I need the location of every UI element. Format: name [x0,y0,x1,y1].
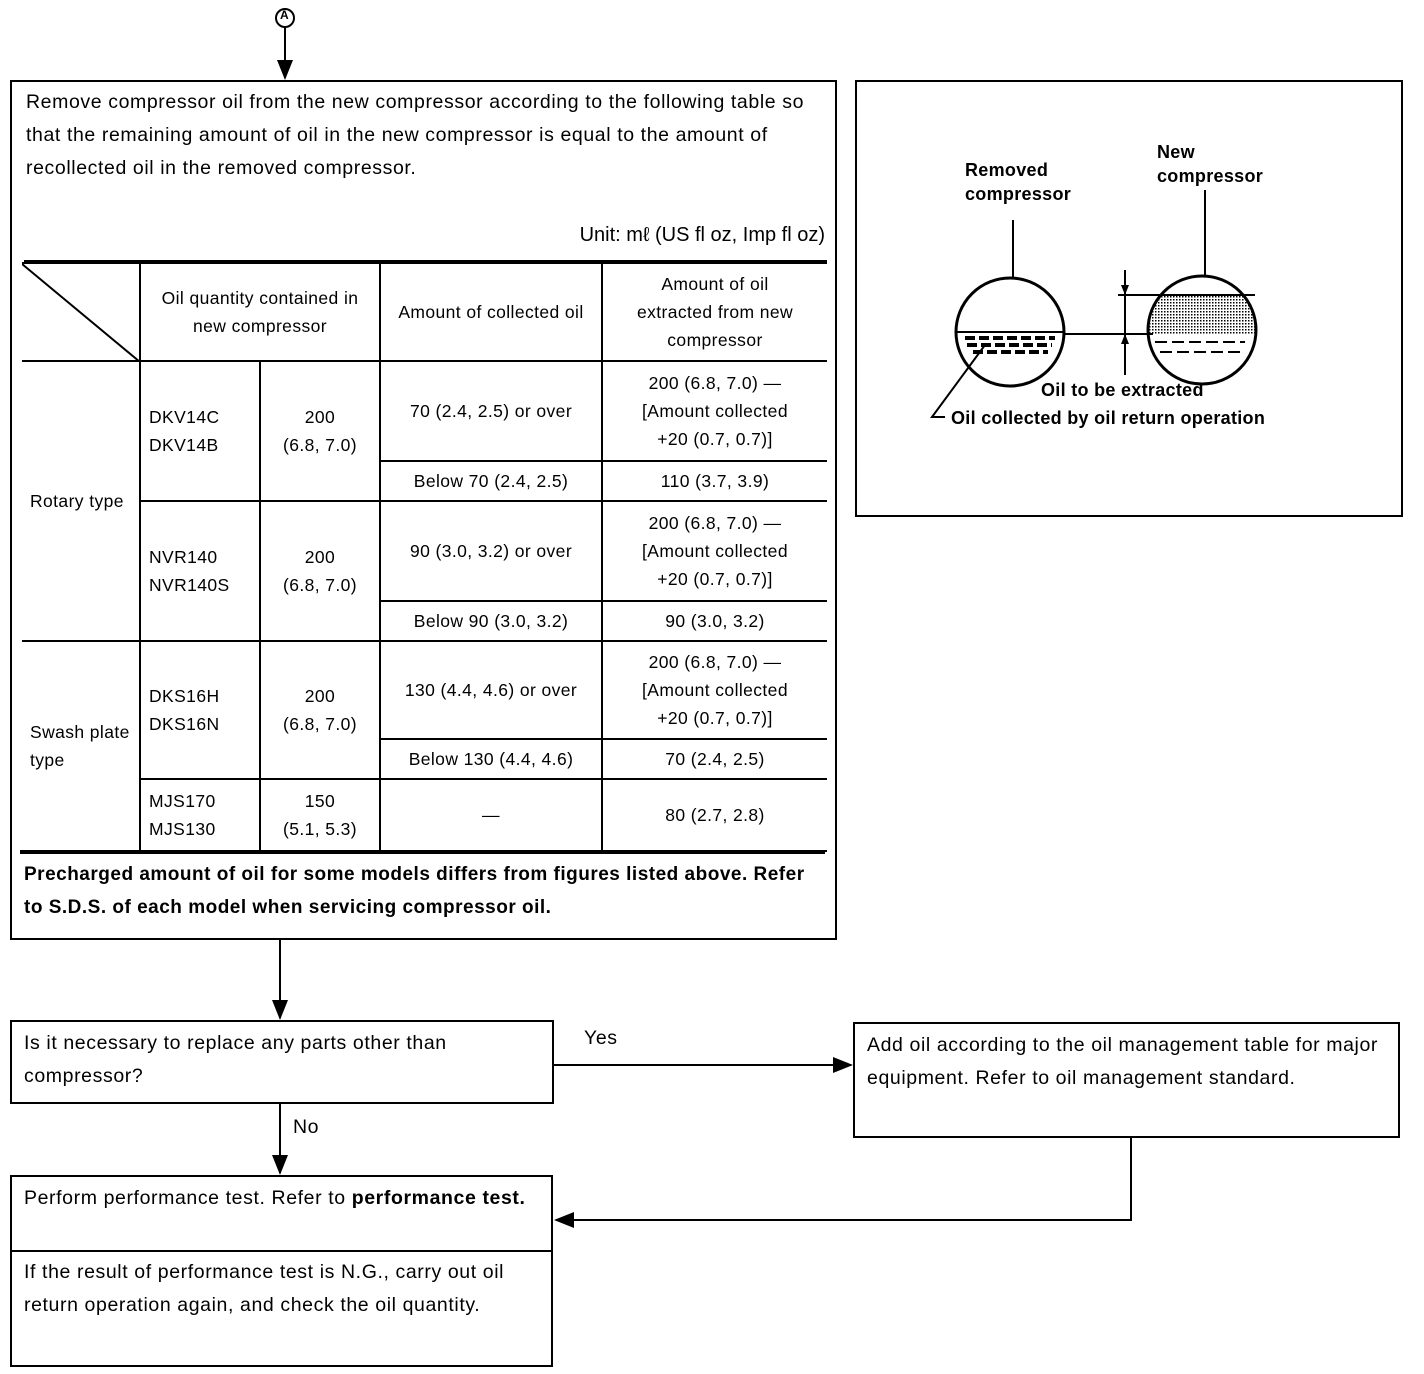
collected-cell: 70 (2.4, 2.5) or over [379,360,603,462]
arrow-add-to-perf [554,1138,1132,1228]
quantity-cell: 150 (5.1, 5.3) [259,778,381,852]
no-label: No [293,1116,320,1138]
oil-table: Oil quantity contained in new compressor… [22,262,827,852]
connector-label: A [280,8,289,22]
performance-box: Perform performance test. Refer to perfo… [10,1175,553,1367]
collected-cell: 90 (3.0, 3.2) or over [379,500,603,602]
extracted-cell: 80 (2.7, 2.8) [601,778,827,852]
table-row: Below 90 (3.0, 3.2) 90 (3.0, 3.2) [22,600,827,642]
performance-test-ref: performance test. [351,1187,526,1209]
collected-cell: Below 90 (3.0, 3.2) [379,600,603,642]
extracted-cell: 110 (3.7, 3.9) [601,460,827,502]
model-cell: MJS170 MJS130 [139,778,261,852]
corner-cell [22,262,141,362]
performance-ng-note: If the result of performance test is N.G… [24,1261,505,1316]
add-oil-box: Add oil according to the oil management … [853,1022,1400,1138]
compressor-type: Rotary type [22,360,141,642]
collected-cell: — [379,778,603,852]
quantity-cell: 200 (6.8, 7.0) [259,360,381,502]
collected-cell: Below 130 (4.4, 4.6) [379,738,603,780]
performance-text: Perform performance test. Refer to perfo… [24,1187,526,1209]
model-cell: DKV14C DKV14B [139,360,261,502]
model-cell: NVR140 NVR140S [139,500,261,642]
add-oil-text: Add oil according to the oil management … [867,1034,1379,1089]
new-compressor-label: New compressor [1157,142,1264,186]
collected-cell: 130 (4.4, 4.6) or over [379,640,603,740]
extracted-cell: 70 (2.4, 2.5) [601,738,827,780]
figure-box: Removed compressor New compressor Oil to… [855,80,1403,517]
header-extracted: Amount of oil extracted from new compres… [601,262,827,362]
removed-compressor-label: Removed compressor [965,160,1072,204]
table-row: Below 130 (4.4, 4.6) 70 (2.4, 2.5) [22,738,827,780]
extracted-cell: 200 (6.8, 7.0) — [Amount collected +20 (… [601,640,827,740]
table-row: Rotary type DKV14C DKV14B 200 (6.8, 7.0) 70… [22,360,827,642]
quantity-cell: 200 (6.8, 7.0) [259,640,381,780]
unit-label: Unit: mℓ (US fl oz, Imp fl oz) [579,224,825,246]
extracted-cell: 200 (6.8, 7.0) — [Amount collected +20 (… [601,360,827,462]
extracted-cell: 200 (6.8, 7.0) — [Amount collected +20 (… [601,500,827,602]
table-row: Below 70 (2.4, 2.5) 110 (3.7, 3.9) [22,460,827,502]
precharge-note: Precharged amount of oil for some models… [24,864,805,918]
model-cell: DKS16H DKS16N [139,640,261,780]
extract-label: Oil to be extracted [1041,380,1204,400]
collected-label: Oil collected by oil return operation [951,408,1266,428]
header-collected: Amount of collected oil [379,262,603,362]
table-row: MJS170 MJS130 150 (5.1, 5.3) —80 (2.7, 2.8… [22,778,827,852]
quantity-cell: 200 (6.8, 7.0) [259,500,381,642]
compressor-type: Swash plate type [22,640,141,852]
table-row: NVR140 NVR140S 200 (6.8, 7.0) 90 (3.0, 3.2… [22,500,827,642]
table-row: Swash plate type DKS16H DKS16N 200 (6.8, 7… [22,640,827,852]
compressor-diagram [930,190,1258,418]
step1-text: Remove compressor oil from the new compr… [26,91,805,179]
header-quantity: Oil quantity contained in new compressor [139,262,381,362]
extracted-cell: 90 (3.0, 3.2) [601,600,827,642]
question-text: Is it necessary to replace any parts oth… [24,1032,447,1087]
yes-label: Yes [584,1027,618,1049]
collected-cell: Below 70 (2.4, 2.5) [379,460,603,502]
question-box: Is it necessary to replace any parts oth… [10,1020,554,1104]
step1-box: Remove compressor oil from the new compr… [10,80,837,940]
